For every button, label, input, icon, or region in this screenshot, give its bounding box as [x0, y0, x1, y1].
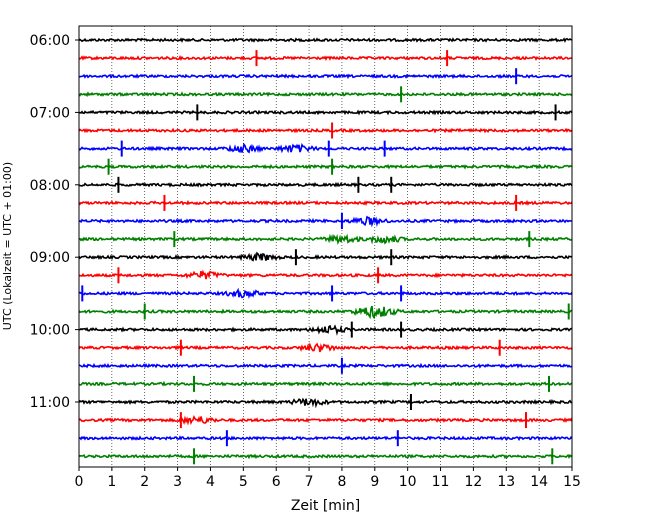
- y-axis-ticks: 06:00 07:00 08:00 09:00 10:00 11:00: [30, 33, 79, 411]
- x-tick-label: 13: [497, 474, 515, 490]
- trace-line: [78, 251, 573, 262]
- x-tick-label: 14: [530, 474, 548, 490]
- x-tick-label: 8: [337, 474, 346, 490]
- x-tick-label: 6: [272, 474, 281, 490]
- x-tick-label: 10: [399, 474, 417, 490]
- y-axis-label: UTC (Lokalzeit = UTC + 01:00): [1, 162, 14, 330]
- trace-line: [78, 362, 573, 369]
- trace-line: [78, 415, 573, 426]
- trace-line: [78, 269, 573, 280]
- trace-line: [78, 142, 573, 154]
- trace-line: [78, 199, 573, 206]
- trace-line: [78, 453, 573, 460]
- trace-line: [78, 73, 573, 80]
- y-tick-label: 06:00: [30, 33, 70, 49]
- trace-line: [78, 397, 573, 409]
- y-tick-label: 10:00: [30, 323, 70, 339]
- trace-line: [78, 37, 573, 43]
- y-tick-label: 09:00: [30, 250, 70, 266]
- trace-line: [78, 127, 573, 134]
- trace-line: [78, 435, 573, 442]
- x-tick-label: 9: [370, 474, 379, 490]
- trace-line: [78, 181, 573, 188]
- x-axis-ticks: 0 1 2 3 4 5 6 7 8 9 10 11 12 13 14 15: [75, 467, 581, 490]
- y-tick-label: 11:00: [30, 395, 70, 411]
- x-tick-label: 15: [563, 474, 581, 490]
- trace-line: [78, 215, 573, 228]
- trace-line: [78, 324, 573, 336]
- x-axis-label: Zeit [min]: [291, 498, 360, 514]
- plot-frame: [78, 25, 573, 468]
- x-tick-label: 0: [75, 474, 84, 490]
- x-tick-label: 2: [140, 474, 149, 490]
- trace-line: [78, 109, 573, 116]
- trace-line: [78, 287, 573, 299]
- trace-line: [78, 163, 573, 170]
- trace-line: [78, 342, 573, 353]
- trace-line: [78, 91, 573, 98]
- x-tick-label: 12: [464, 474, 482, 490]
- x-tick-label: 1: [107, 474, 116, 490]
- trace-line: [78, 54, 573, 62]
- trace-line: [78, 233, 573, 245]
- x-tick-label: 11: [432, 474, 450, 490]
- x-tick-label: 3: [173, 474, 182, 490]
- traces: [78, 37, 573, 465]
- y-tick-label: 08:00: [30, 178, 70, 194]
- x-tick-label: 4: [206, 474, 215, 490]
- x-tick-label: 5: [239, 474, 248, 490]
- trace-line: [78, 380, 573, 387]
- y-tick-label: 07:00: [30, 105, 70, 121]
- trace-line: [78, 305, 573, 320]
- x-tick-label: 7: [305, 474, 314, 490]
